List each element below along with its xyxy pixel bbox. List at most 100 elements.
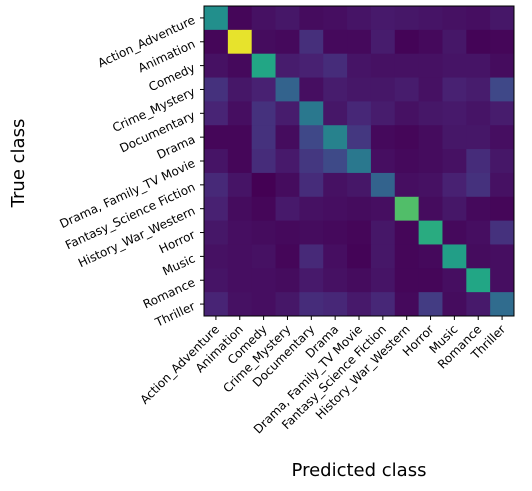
heatmap-cell	[490, 101, 515, 126]
heatmap-cell	[275, 149, 300, 174]
heatmap-cell	[370, 53, 396, 79]
heatmap-cell	[370, 77, 396, 102]
heatmap-cell	[204, 53, 229, 79]
heatmap-cell	[204, 125, 229, 150]
heatmap-cell	[466, 196, 491, 222]
heatmap-cell	[251, 268, 277, 293]
heatmap-cell	[418, 196, 443, 222]
heatmap-cell	[275, 220, 300, 245]
heatmap-cell	[275, 77, 300, 102]
heatmap-cell	[204, 220, 229, 245]
heatmap-cell	[490, 29, 515, 55]
heatmap-cell	[370, 6, 396, 31]
heatmap-cell	[466, 125, 491, 150]
heatmap-cell	[394, 149, 420, 174]
heatmap-cell	[370, 292, 396, 317]
heatmap-cell	[490, 220, 515, 245]
heatmap-cell	[394, 220, 420, 245]
heatmap-cell	[323, 220, 348, 245]
heatmap-cell	[275, 125, 300, 150]
heatmap-cell	[299, 220, 324, 245]
heatmap-cell	[204, 149, 229, 174]
heatmap-cell	[394, 244, 420, 269]
heatmap-cell	[251, 29, 277, 55]
heatmap-cell	[442, 149, 467, 174]
heatmap-cell	[370, 149, 396, 174]
heatmap-cell	[251, 220, 277, 245]
heatmap-cell	[323, 53, 348, 79]
heatmap-cell	[442, 268, 467, 293]
heatmap-cell	[204, 268, 229, 293]
heatmap-cell	[251, 196, 277, 222]
heatmap-cell	[418, 6, 443, 31]
heatmap-cell	[299, 53, 324, 79]
heatmap-cell	[442, 220, 467, 245]
heatmap-cell	[204, 29, 229, 55]
heatmap-cell	[323, 292, 348, 317]
heatmap-cell	[418, 220, 443, 245]
heatmap-cell	[227, 172, 253, 198]
heatmap-cell	[442, 6, 467, 31]
heatmap-cell	[490, 244, 515, 269]
heatmap-cell	[347, 6, 372, 31]
heatmap-cell	[227, 29, 253, 55]
heatmap-cell	[418, 172, 443, 198]
heatmap-cell	[227, 244, 253, 269]
heatmap-cell	[227, 6, 253, 31]
y-tick-label: Music	[160, 251, 197, 278]
heatmap-cell	[394, 268, 420, 293]
heatmap-cell	[370, 101, 396, 126]
heatmap-cell	[466, 101, 491, 126]
heatmap-cell	[347, 77, 372, 102]
heatmap-cell	[299, 149, 324, 174]
heatmap-cell	[204, 292, 229, 317]
heatmap-cell	[204, 244, 229, 269]
heatmap-cell	[299, 125, 324, 150]
heatmap-cell	[466, 53, 491, 79]
heatmap-cell	[227, 77, 253, 102]
heatmap-cell	[299, 196, 324, 222]
heatmap-cell	[418, 29, 443, 55]
heatmap-cell	[394, 53, 420, 79]
heatmap-cell	[251, 53, 277, 79]
heatmap-cell	[204, 77, 229, 102]
heatmap-cell	[370, 220, 396, 245]
heatmap-cell	[418, 244, 443, 269]
heatmap-cell	[347, 125, 372, 150]
heatmap-cell	[227, 53, 253, 79]
heatmap-cell	[299, 244, 324, 269]
heatmap-cell	[466, 6, 491, 31]
heatmap-cell	[347, 244, 372, 269]
heatmap-cell	[227, 220, 253, 245]
y-axis-ticks: Action_AdventureAnimationComedyCrime_Mys…	[58, 13, 204, 330]
heatmap-cell	[299, 101, 324, 126]
heatmap-cell	[442, 172, 467, 198]
heatmap-cell	[275, 53, 300, 79]
heatmap-cell	[418, 292, 443, 317]
heatmap-cell	[227, 125, 253, 150]
heatmap-cell	[418, 268, 443, 293]
heatmap-cell	[442, 244, 467, 269]
heatmap-cell	[466, 292, 491, 317]
heatmap-cell	[418, 125, 443, 150]
heatmap-cell	[275, 196, 300, 222]
heatmap-cell	[323, 172, 348, 198]
heatmap-cell	[227, 292, 253, 317]
heatmap-cell	[323, 149, 348, 174]
heatmap-cell	[251, 172, 277, 198]
heatmap-cell	[394, 6, 420, 31]
heatmap-cell	[251, 101, 277, 126]
heatmap-cells	[204, 6, 515, 317]
heatmap-cell	[347, 172, 372, 198]
heatmap-cell	[370, 196, 396, 222]
heatmap-cell	[275, 101, 300, 126]
y-axis-label: True class	[8, 119, 29, 209]
heatmap-cell	[204, 6, 229, 31]
heatmap-cell	[490, 149, 515, 174]
heatmap-cell	[251, 244, 277, 269]
heatmap-cell	[442, 53, 467, 79]
heatmap-cell	[370, 268, 396, 293]
heatmap-cell	[490, 77, 515, 102]
heatmap-cell	[227, 196, 253, 222]
